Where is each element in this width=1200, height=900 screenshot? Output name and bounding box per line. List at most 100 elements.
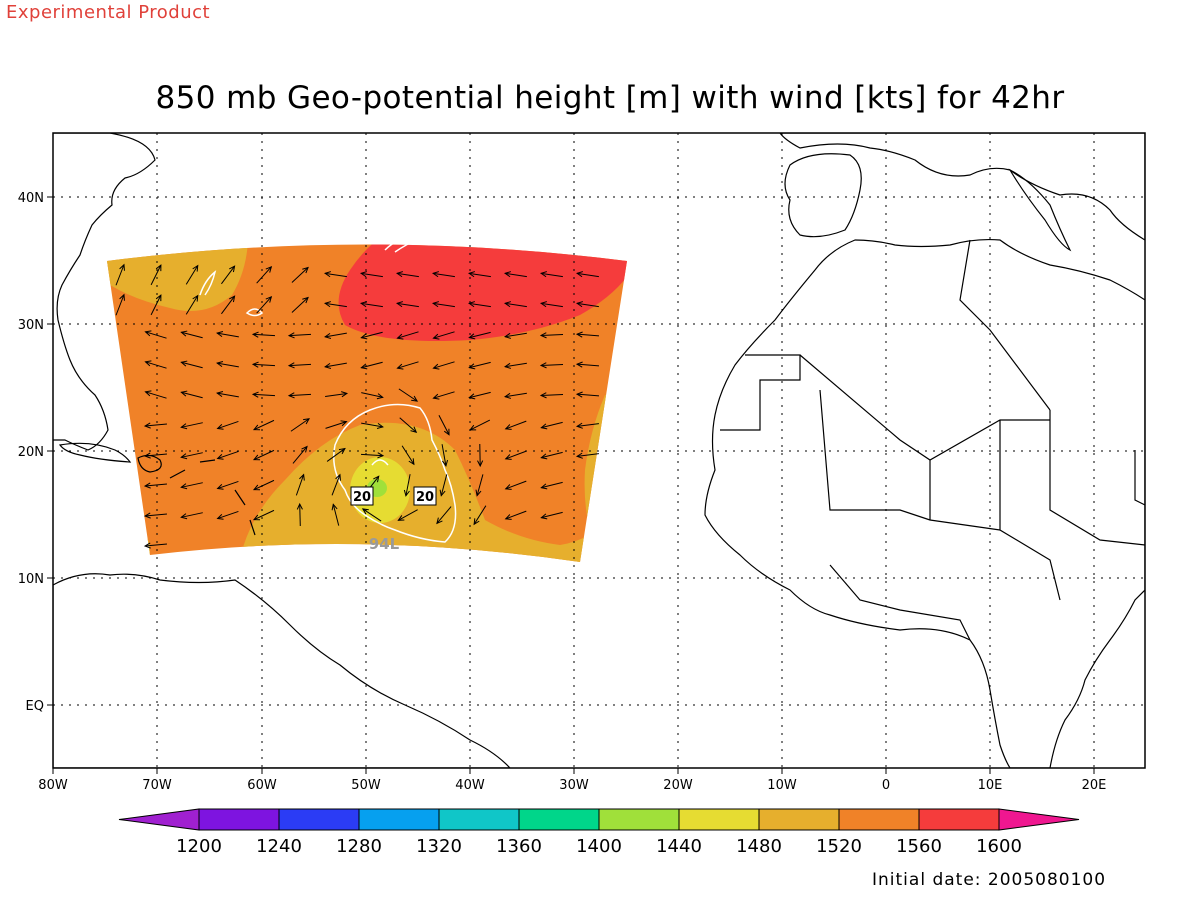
colorbar-swatch (198, 808, 280, 831)
wind-arrow-head (299, 473, 305, 481)
latitude-labels: 40N 30N 20N 10N EQ (18, 191, 44, 714)
wind-arrow-shaft (360, 453, 384, 457)
wind-arrow-head (442, 459, 449, 467)
wind-arrow-shaft (505, 450, 527, 460)
colorbar-swatch (358, 808, 440, 831)
contour-20kt-outer (333, 403, 457, 543)
wind-arrow-head (252, 514, 261, 521)
wind-arrow-head (216, 513, 224, 520)
wind-arrow-head (432, 363, 440, 370)
wind-arrow-head (575, 452, 583, 459)
wind-arrow-shaft (150, 264, 162, 286)
wind-arrow-head (229, 295, 236, 303)
wind-arrow-shaft (397, 361, 419, 369)
wind-arrow-shaft (505, 332, 527, 338)
wind-arrow-head (340, 420, 348, 427)
coast-europe-north (779, 133, 1145, 241)
lon-label: 50W (351, 778, 381, 793)
wind-arrow-head (359, 271, 368, 278)
lon-label: 10E (978, 778, 1003, 793)
wind-arrow-head (229, 265, 236, 273)
wind-arrow-head (216, 360, 224, 368)
wind-arrow-head (216, 330, 224, 338)
wind-arrow-head (144, 390, 152, 397)
wind-arrow-head (302, 266, 309, 274)
wind-arrow-shaft (397, 331, 419, 339)
wind-arrow-head (323, 271, 332, 278)
wind-arrow-head (477, 460, 484, 468)
wind-arrow-head (539, 332, 547, 339)
wind-arrow-head (335, 473, 341, 481)
wind-arrow-shaft (576, 333, 600, 337)
colorbar-label: 1320 (416, 836, 462, 857)
wind-arrow-head (439, 489, 446, 497)
wind-arrow-shaft (399, 417, 417, 433)
wind-arrow-shaft (290, 418, 310, 432)
wind-arrow-shaft (469, 331, 491, 339)
wind-arrow-head (143, 452, 151, 459)
wind-arrow-head (180, 483, 188, 490)
wind-arrow-head (216, 390, 224, 398)
wind-arrow-shaft (397, 272, 419, 278)
wind-arrow-head (301, 445, 308, 453)
wind-arrow-head (252, 484, 261, 491)
wind-arrow-shaft (332, 504, 340, 526)
wind-arrow-head (539, 392, 547, 399)
wind-arrow-shaft (288, 333, 312, 337)
wind-arrow-shaft (577, 423, 599, 427)
wind-arrow-head (467, 301, 476, 308)
wind-arrow-shaft (252, 363, 276, 367)
lon-label: 20E (1082, 778, 1107, 793)
wind-arrow-shaft (398, 388, 418, 402)
wind-arrow-head (216, 453, 224, 460)
border-west-africa-1 (720, 354, 801, 431)
wind-arrow-shaft (469, 361, 491, 369)
wind-arrow-shaft (181, 452, 203, 458)
wind-arrow-shaft (115, 294, 125, 316)
lon-label: 0 (882, 778, 890, 793)
colorbar-labels: 1200 1240 1280 1320 1360 1400 1440 1480 … (176, 836, 1022, 857)
wind-arrow-head (410, 426, 418, 433)
wind-arrow-shaft (505, 392, 527, 398)
wind-arrow-shaft (473, 505, 487, 525)
wind-arrow-shaft (291, 297, 309, 313)
wind-arrow-head (251, 391, 259, 398)
coast-north-america (53, 133, 156, 451)
wind-vectors (115, 263, 600, 549)
wind-arrow-head (155, 294, 162, 302)
colorbar-label: 1560 (896, 836, 942, 857)
wind-arrow-shaft (253, 419, 275, 431)
colorbar-swatch (758, 808, 840, 831)
wind-arrow-head (575, 422, 583, 429)
lon-label: 80W (38, 778, 68, 793)
wind-arrow-shaft (145, 543, 167, 547)
wind-arrow-shaft (185, 265, 199, 285)
wind-arrow-shaft (540, 364, 564, 366)
wind-arrow-shaft (256, 266, 272, 284)
wind-arrow-shaft (325, 332, 347, 338)
wind-arrow-shaft (541, 272, 563, 278)
wind-arrow-shaft (145, 423, 167, 427)
wind-arrow-shaft (505, 302, 527, 308)
wind-arrow-shaft (576, 363, 600, 367)
wind-arrow-shaft (361, 331, 383, 339)
initial-date: Initial date: 2005080100 (872, 870, 1107, 890)
wind-arrow-head (376, 422, 384, 430)
field-1520-southwest (107, 505, 150, 562)
wind-arrow-head (504, 424, 512, 430)
colorbar-arrow-low (118, 808, 200, 831)
colorbar-label: 1600 (976, 836, 1022, 857)
wind-arrow-head (180, 360, 188, 367)
wind-arrow-head (144, 360, 152, 367)
wind-arrow-shaft (436, 506, 452, 524)
wind-arrow-shaft (145, 483, 167, 487)
colorbar-swatch (598, 808, 680, 831)
field-1520-south (238, 422, 627, 562)
lon-label: 60W (247, 778, 277, 793)
wind-arrow-head (575, 331, 583, 338)
experimental-product-label: Experimental Product (6, 2, 211, 23)
wind-arrow-shaft (185, 295, 199, 315)
wind-arrow-shaft (361, 392, 383, 398)
coast-africa (704, 238, 1145, 768)
coast-cuba (58, 442, 132, 463)
